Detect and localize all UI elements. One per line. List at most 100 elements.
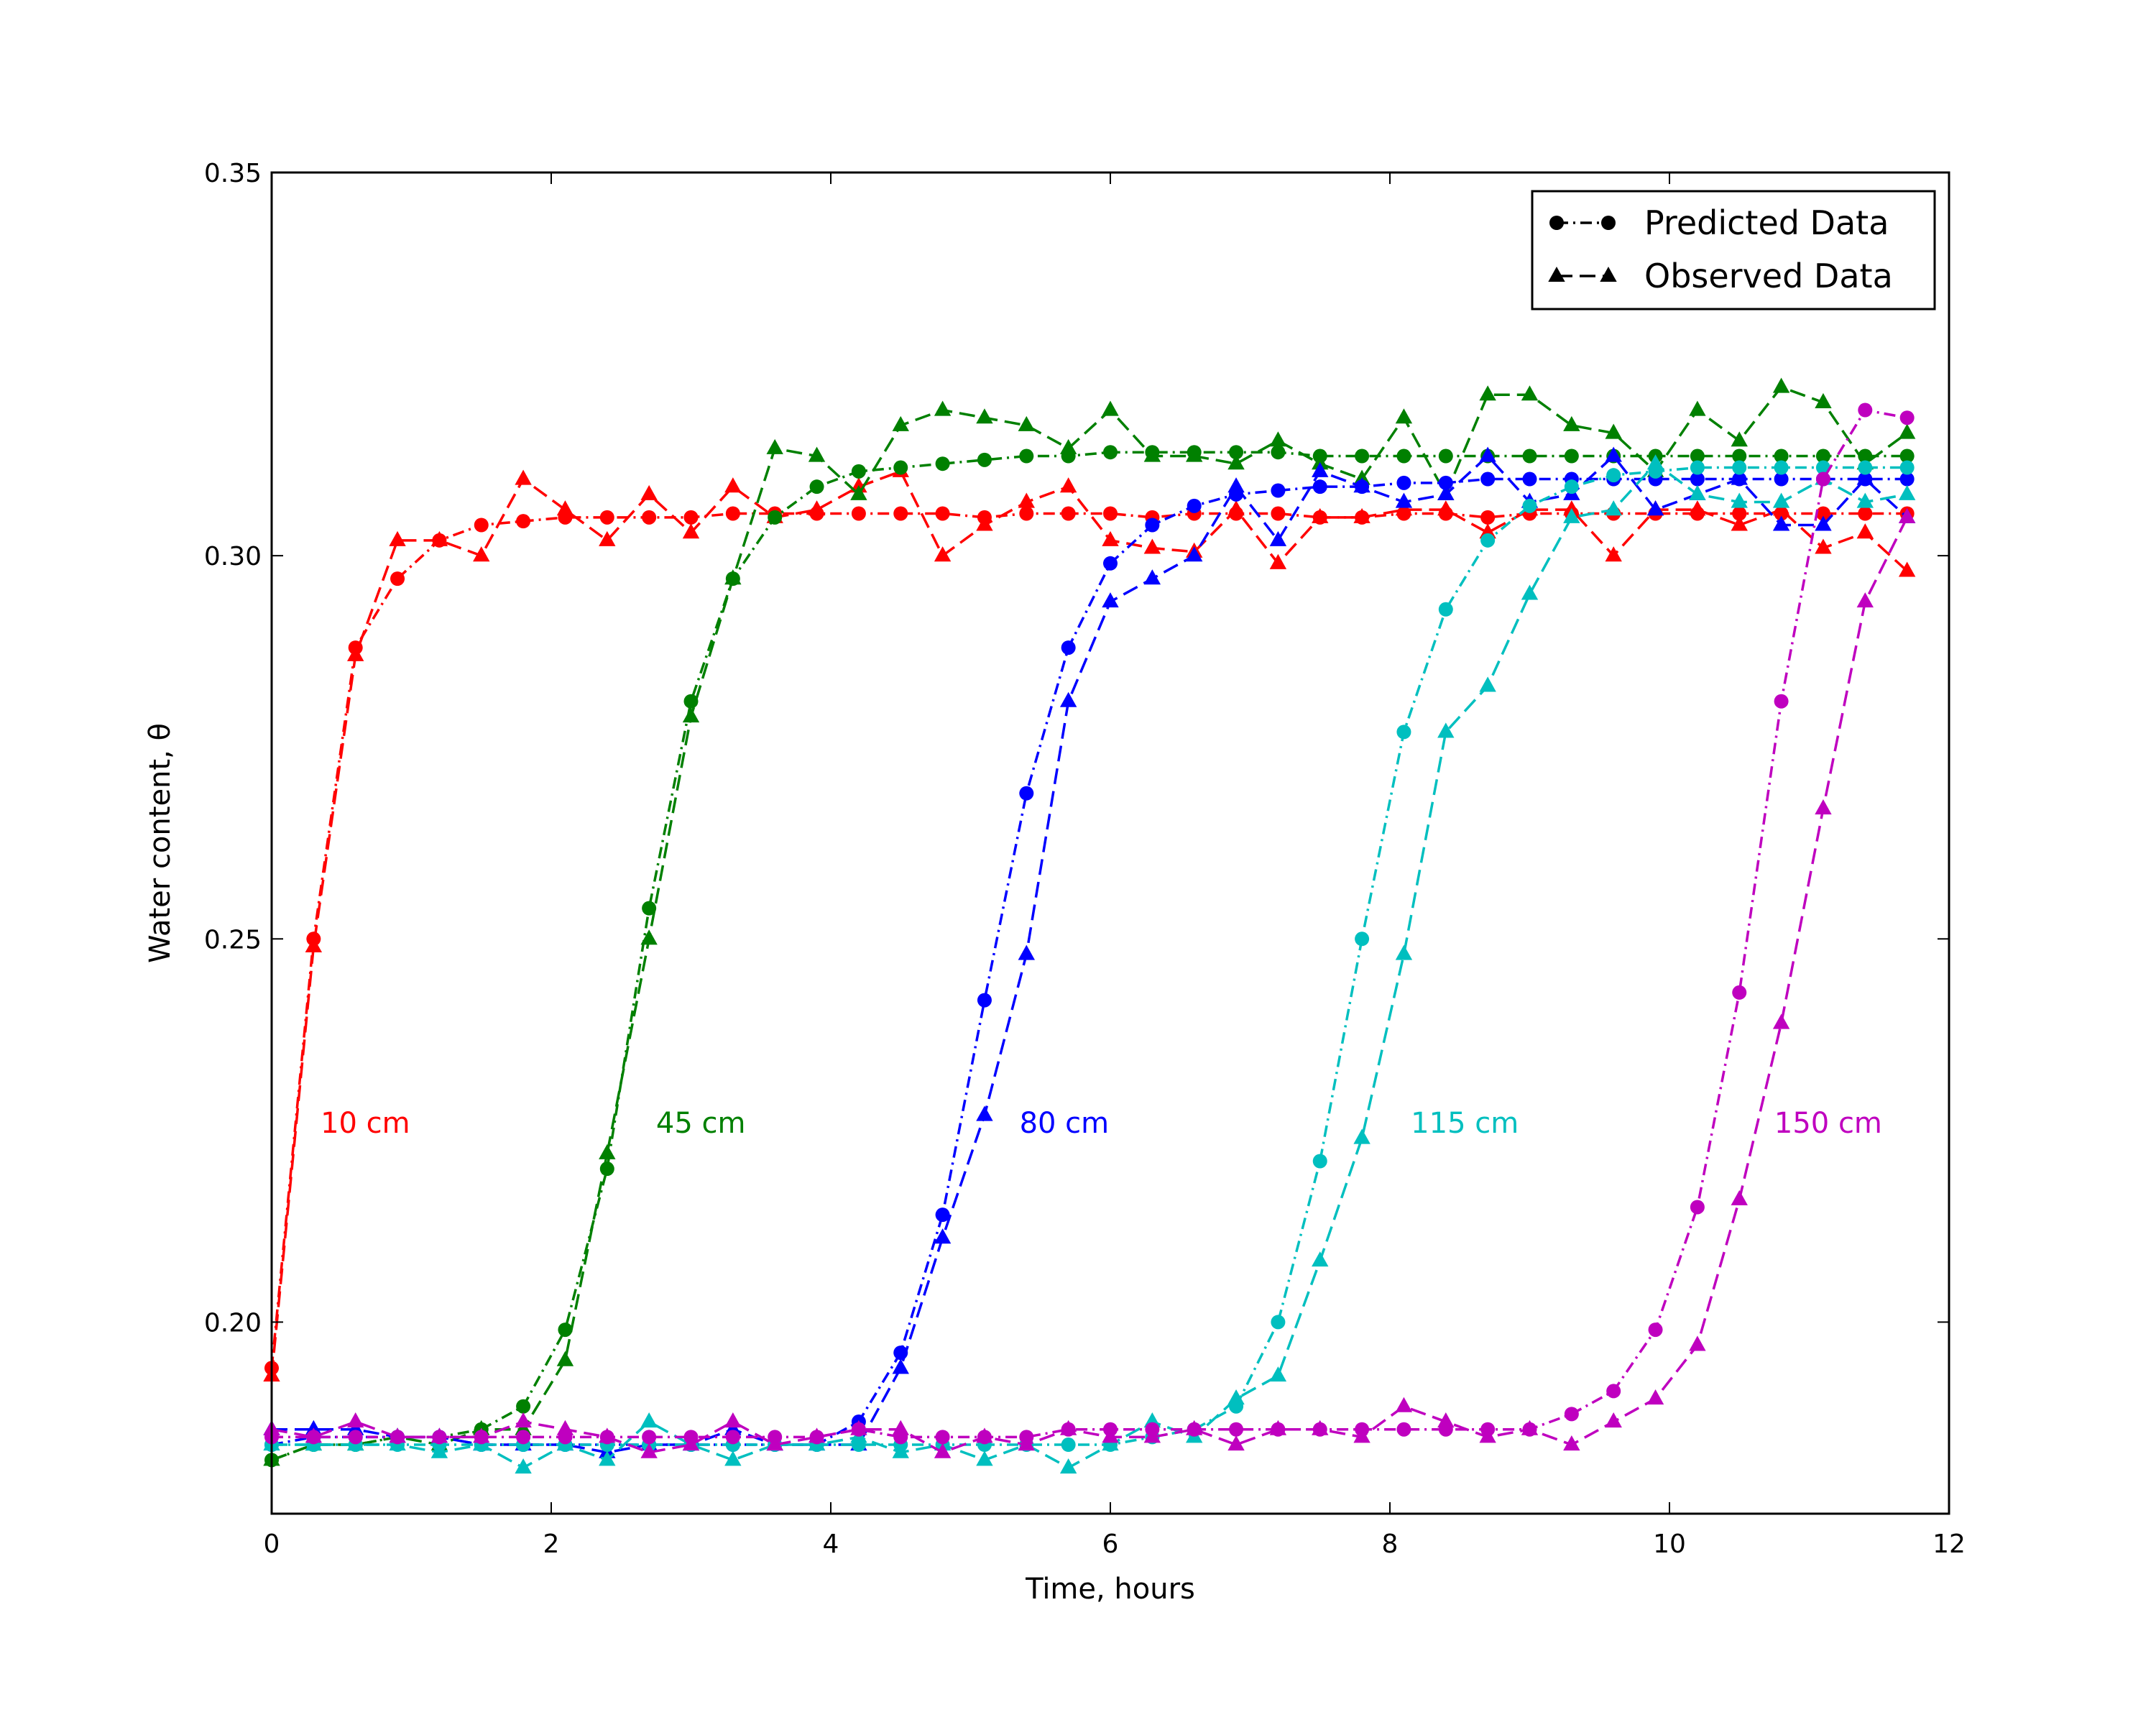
y-tick-label: 0.30 bbox=[204, 542, 262, 571]
observed-point bbox=[976, 515, 993, 531]
predicted-point bbox=[1606, 468, 1621, 483]
predicted-point bbox=[1480, 472, 1496, 487]
predicted-point bbox=[1145, 518, 1160, 533]
observed-point bbox=[1269, 1366, 1287, 1382]
x-tick-label: 2 bbox=[543, 1530, 560, 1559]
observed-point bbox=[599, 530, 616, 546]
predicted-point bbox=[851, 464, 866, 479]
observed-point bbox=[305, 1427, 323, 1443]
observed-point bbox=[430, 530, 448, 546]
legend-marker-circle bbox=[1601, 216, 1616, 230]
observed-point bbox=[1521, 584, 1539, 600]
observed-point bbox=[1605, 423, 1622, 439]
observed-point bbox=[473, 546, 490, 562]
observed-point bbox=[1689, 500, 1706, 516]
predicted-point bbox=[977, 452, 992, 467]
observed-point bbox=[682, 1435, 700, 1451]
observed-point bbox=[724, 569, 742, 585]
observed-point bbox=[1856, 592, 1874, 608]
observed-point bbox=[1479, 676, 1496, 692]
predicted-point bbox=[1690, 460, 1705, 475]
observed-point bbox=[1102, 1435, 1119, 1451]
observed-point bbox=[1143, 446, 1161, 462]
observed-point bbox=[1815, 515, 1832, 531]
observed-point bbox=[1059, 1420, 1077, 1435]
observed-point bbox=[515, 469, 532, 485]
observed-point bbox=[1437, 484, 1455, 500]
predicted-point bbox=[1815, 448, 1830, 464]
observed-point bbox=[1059, 1458, 1077, 1474]
observed-point bbox=[1437, 722, 1455, 738]
predicted-point bbox=[935, 506, 950, 521]
y-tick-label: 0.35 bbox=[204, 159, 262, 188]
observed-point bbox=[1772, 500, 1790, 516]
predicted-point bbox=[1061, 640, 1076, 656]
observed-point bbox=[934, 1228, 952, 1244]
observed-point bbox=[1521, 385, 1539, 401]
observed-point bbox=[640, 1412, 658, 1428]
legend-label: Observed Data bbox=[1644, 257, 1893, 295]
x-tick-label: 0 bbox=[264, 1530, 280, 1559]
axis-ticks: 0 2 4 6 8 10 12 0.20 0.25 0.30 0.35 bbox=[204, 159, 1966, 1559]
observed-point bbox=[1059, 438, 1077, 454]
observed-point bbox=[389, 530, 406, 546]
observed-point bbox=[1856, 469, 1874, 485]
y-tick-label: 0.20 bbox=[204, 1308, 262, 1338]
y-axis-label: Water content, θ bbox=[144, 723, 177, 963]
observed-point bbox=[1772, 515, 1790, 531]
predicted-point bbox=[768, 510, 783, 525]
series-layer bbox=[263, 377, 1916, 1474]
observed-point bbox=[1856, 492, 1874, 508]
observed-point bbox=[1898, 484, 1916, 500]
predicted-point bbox=[893, 1346, 908, 1361]
observed-point bbox=[1646, 500, 1664, 516]
series-label-45-cm: 45 cm bbox=[656, 1107, 746, 1140]
observed-point bbox=[892, 415, 909, 431]
observed-point bbox=[1102, 530, 1119, 546]
observed-point bbox=[1731, 431, 1748, 447]
predicted-point bbox=[851, 506, 866, 521]
observed-point bbox=[1437, 1412, 1455, 1428]
predicted-point bbox=[1774, 460, 1789, 475]
observed-point bbox=[1018, 415, 1035, 431]
predicted-point bbox=[1480, 533, 1496, 548]
predicted-point bbox=[1858, 460, 1873, 475]
predicted-point bbox=[1899, 460, 1915, 475]
predicted-point bbox=[1899, 448, 1915, 464]
predicted-point bbox=[1690, 472, 1705, 487]
legend-marker-triangle bbox=[1548, 267, 1565, 282]
observed-point bbox=[1269, 1420, 1287, 1435]
observed-point bbox=[515, 1412, 532, 1428]
predicted-point bbox=[935, 456, 950, 472]
observed-point bbox=[1018, 944, 1035, 960]
legend: Predicted Data Observed Data bbox=[1531, 190, 1936, 310]
observed-point bbox=[430, 1443, 448, 1458]
predicted-point bbox=[599, 510, 614, 525]
observed-point bbox=[1269, 530, 1287, 546]
legend-box bbox=[1531, 190, 1936, 310]
observed-point bbox=[1143, 538, 1161, 554]
predicted-point bbox=[809, 479, 824, 494]
observed-point bbox=[1312, 461, 1329, 477]
observed-point bbox=[1605, 446, 1622, 462]
observed-line bbox=[270, 469, 1908, 1376]
observed-point bbox=[1227, 500, 1245, 516]
x-axis-label: Time, hours bbox=[1025, 1573, 1195, 1606]
predicted-point bbox=[390, 571, 405, 586]
observed-point bbox=[1186, 1420, 1203, 1435]
observed-point bbox=[1898, 561, 1916, 577]
observed-point bbox=[1143, 1427, 1161, 1443]
observed-point bbox=[473, 1427, 490, 1443]
observed-point bbox=[599, 1450, 616, 1466]
predicted-point bbox=[1564, 448, 1579, 464]
observed-point bbox=[1227, 477, 1245, 493]
predicted-point bbox=[977, 993, 992, 1008]
series-label-10-cm: 10 cm bbox=[321, 1107, 410, 1140]
observed-point bbox=[766, 438, 783, 454]
predicted-point bbox=[1019, 448, 1034, 464]
observed-point bbox=[640, 1443, 658, 1458]
predicted-point bbox=[1103, 556, 1118, 571]
predicted-point bbox=[1774, 472, 1789, 487]
predicted-point bbox=[1732, 985, 1747, 1000]
